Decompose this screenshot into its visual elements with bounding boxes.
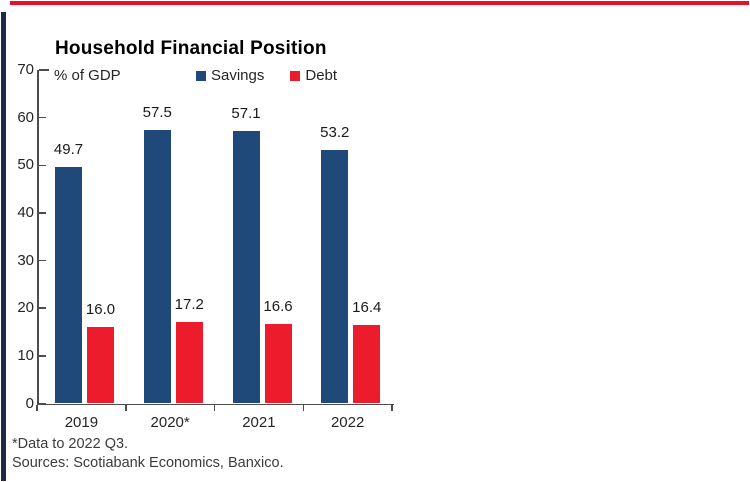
bar-savings-2021 (232, 131, 260, 404)
bar-debt-2020* (175, 321, 203, 404)
x-axis-line (37, 403, 394, 405)
plot-area: 0 10 20 30 40 50 60 70 49.7 16.0 2019 57.5 17.2 2020*… (17, 61, 394, 431)
chart-title: Household Financial Position (55, 38, 327, 59)
y-tick-label: 10 (17, 346, 34, 364)
legend-label: Savings (211, 67, 265, 84)
y-tick-label: 30 (17, 251, 34, 269)
y-axis-line (37, 69, 39, 405)
x-tick (125, 405, 127, 411)
y-tick (38, 69, 49, 71)
x-category-label: 2020* (150, 414, 190, 431)
legend-item-debt: Debt (290, 66, 337, 85)
bar-value-label: 16.4 (352, 299, 382, 317)
bar-savings-2022 (321, 150, 349, 404)
bar-value-label: 57.1 (231, 105, 261, 123)
unit-label: % of GDP (54, 67, 121, 84)
bar-value-label: 53.2 (320, 124, 350, 142)
x-tick (213, 405, 216, 411)
y-tick (38, 307, 46, 309)
y-tick-label: 20 (17, 299, 34, 317)
x-category-label: 2021 (242, 414, 276, 431)
bar-debt-2022 (353, 325, 381, 404)
bar-value-label: 16.6 (263, 298, 293, 316)
y-tick-label: 70 (17, 61, 34, 78)
legend-swatch-icon (290, 70, 301, 81)
footnote-note: *Data to 2022 Q3. (12, 436, 129, 452)
bar-value-label: 49.7 (53, 140, 84, 158)
y-tick (38, 259, 46, 262)
bar-debt-2019 (87, 327, 114, 404)
y-tick (38, 116, 46, 119)
y-tick-label: 0 (25, 394, 34, 412)
bar-value-label: 57.5 (142, 103, 172, 121)
y-tick (38, 212, 46, 214)
legend: Savings Debt (196, 66, 337, 85)
y-tick-label: 50 (17, 156, 34, 174)
x-tick (302, 405, 304, 411)
legend-label: Debt (305, 67, 338, 84)
x-category-label: 2022 (330, 414, 365, 431)
bar-value-label: 16.0 (85, 301, 116, 319)
top-accent-line (10, 1, 749, 5)
x-tick (391, 405, 393, 411)
footnote-sources: Sources: Scotiabank Economics, Banxico. (12, 455, 284, 471)
y-tick (38, 164, 46, 167)
bar-savings-2020* (143, 129, 171, 404)
legend-item-savings: Savings (196, 66, 264, 85)
left-accent-strip (1, 12, 6, 481)
y-tick-label: 40 (17, 203, 34, 221)
x-tick (36, 405, 38, 411)
y-tick (38, 402, 46, 405)
bar-savings-2019 (55, 166, 82, 404)
bar-debt-2021 (264, 324, 292, 404)
x-category-label: 2019 (64, 414, 99, 431)
y-tick-label: 60 (17, 108, 34, 126)
bar-value-label: 17.2 (174, 295, 204, 313)
y-tick (38, 355, 46, 357)
legend-swatch-icon (196, 70, 206, 81)
